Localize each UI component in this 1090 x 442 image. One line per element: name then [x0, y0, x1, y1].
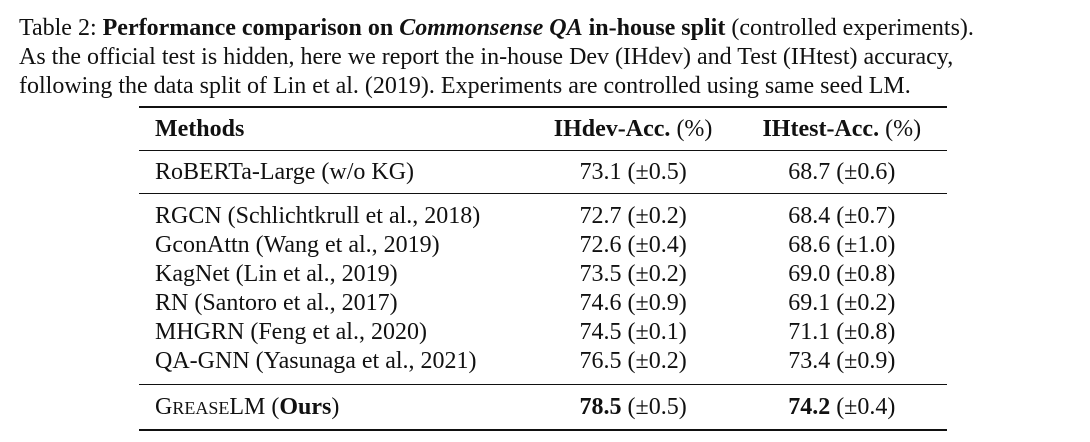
caption-label: Table 2:: [19, 15, 97, 41]
method-name: RGCN (Schlichtkrull et al., 2018): [155, 203, 481, 229]
ihtest-value: 69.0 (±0.8): [788, 261, 896, 287]
table-row: RGCN (Schlichtkrull et al., 2018) 72.7 (…: [139, 194, 947, 232]
table-row: MHGRN (Feng et al., 2020) 74.5 (±0.1) 71…: [139, 318, 947, 347]
header-methods: Methods: [155, 115, 245, 142]
method-name: MHGRN (Feng et al., 2020): [155, 319, 427, 345]
table-caption: Table 2: Performance comparison on Commo…: [19, 14, 1079, 101]
ihtest-value: 68.7 (±0.6): [788, 158, 896, 185]
ihtest-value: 68.6 (±1.0): [788, 232, 896, 258]
baseline-section: RoBERTa-Large (w/o KG) 73.1 (±0.5) 68.7 …: [139, 151, 947, 194]
method-name-ours: GREASELM (Ours): [155, 393, 340, 420]
method-name: RoBERTa-Large (w/o KG): [155, 158, 415, 185]
ihtest-value-ours: 74.2 (±0.4): [788, 393, 896, 420]
ihdev-value: 72.6 (±0.4): [579, 232, 687, 258]
caption-line1-rest: (controlled experiments).: [731, 15, 974, 41]
caption-title-part1: Performance comparison on: [102, 15, 394, 41]
caption-line2: As the official test is hidden, here we …: [19, 44, 954, 70]
method-name: GconAttn (Wang et al., 2019): [155, 232, 440, 258]
table-row: RoBERTa-Large (w/o KG) 73.1 (±0.5) 68.7 …: [139, 151, 947, 194]
table-row: KagNet (Lin et al., 2019) 73.5 (±0.2) 69…: [139, 260, 947, 289]
ours-section: GREASELM (Ours) 78.5 (±0.5) 74.2 (±0.4): [139, 385, 947, 430]
caption-dataset-name: Commonsense QA: [399, 15, 583, 41]
header-ihdev: IHdev-Acc. (%): [553, 115, 713, 142]
table-row: GconAttn (Wang et al., 2019) 72.6 (±0.4)…: [139, 231, 947, 260]
header-row: Methods IHdev-Acc. (%) IHtest-Acc. (%): [139, 107, 947, 151]
ihdev-value: 72.7 (±0.2): [579, 203, 687, 229]
ihdev-value: 73.1 (±0.5): [579, 158, 687, 185]
ihdev-value: 74.6 (±0.9): [579, 290, 687, 316]
ihtest-value: 73.4 (±0.9): [788, 348, 896, 374]
methods-section: RGCN (Schlichtkrull et al., 2018) 72.7 (…: [139, 194, 947, 385]
table-row-ours: GREASELM (Ours) 78.5 (±0.5) 74.2 (±0.4): [139, 385, 947, 430]
ihdev-value: 74.5 (±0.1): [579, 319, 687, 345]
method-name: QA-GNN (Yasunaga et al., 2021): [155, 348, 477, 374]
ihdev-value: 76.5 (±0.2): [579, 348, 687, 374]
ihtest-value: 71.1 (±0.8): [788, 319, 896, 345]
caption-title-part2: in-house split: [588, 15, 726, 41]
table-row: QA-GNN (Yasunaga et al., 2021) 76.5 (±0.…: [139, 347, 947, 385]
header-ihtest: IHtest-Acc. (%): [762, 115, 922, 142]
caption-line3: following the data split of Lin et al. (…: [19, 73, 911, 99]
ihtest-value: 69.1 (±0.2): [788, 290, 896, 316]
ihdev-value-ours: 78.5 (±0.5): [579, 393, 687, 420]
ihdev-value: 73.5 (±0.2): [579, 261, 687, 287]
results-table: Methods IHdev-Acc. (%) IHtest-Acc. (%) R…: [139, 106, 947, 431]
method-name: RN (Santoro et al., 2017): [155, 290, 398, 316]
ihtest-value: 68.4 (±0.7): [788, 203, 896, 229]
table-header: Methods IHdev-Acc. (%) IHtest-Acc. (%): [139, 107, 947, 151]
method-name: KagNet (Lin et al., 2019): [155, 261, 398, 287]
table-row: RN (Santoro et al., 2017) 74.6 (±0.9) 69…: [139, 289, 947, 318]
